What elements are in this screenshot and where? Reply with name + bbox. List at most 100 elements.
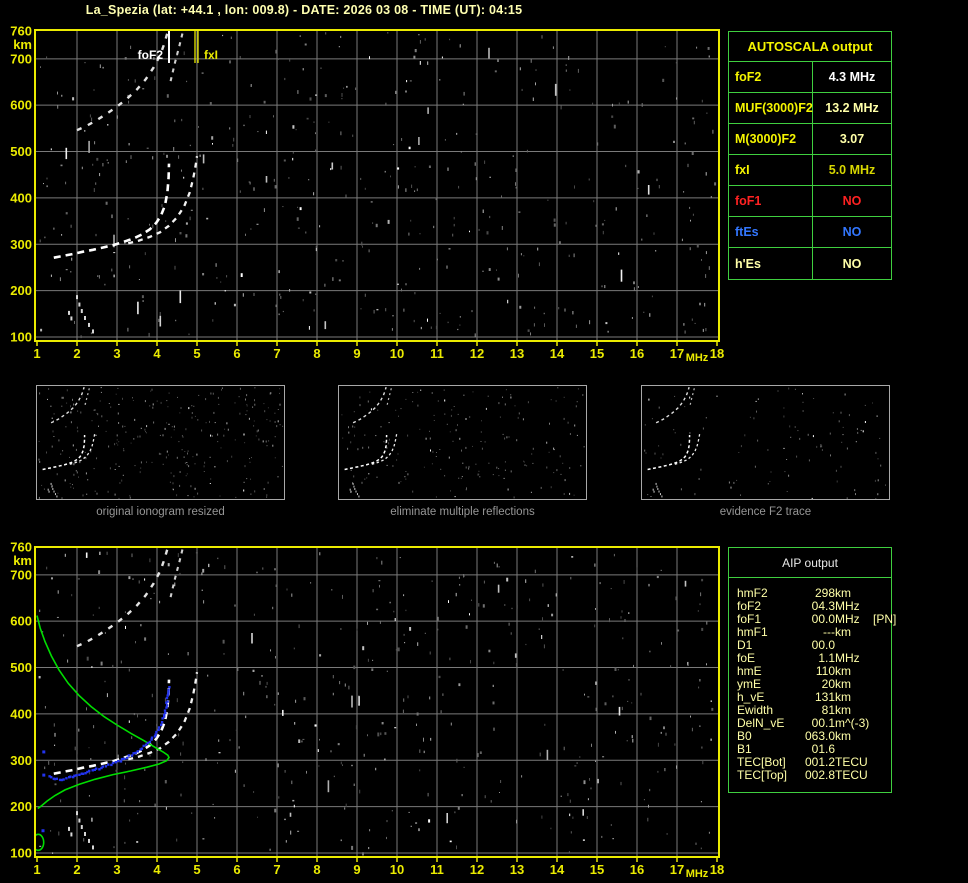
svg-text:400: 400 [10, 706, 32, 721]
aip-row-unit: km [835, 703, 851, 717]
aip-row-yme: ymE 20 km [737, 678, 891, 691]
autoscala-row-m-3000-f2: M(3000)F2 3.07 [729, 124, 891, 155]
aip-row-label: DelN_vE [737, 716, 785, 730]
aip-row-value: 01.6 [811, 742, 835, 756]
autoscala-table-rows: foF2 4.3 MHz MUF(3000)F2 13.2 MHz M(3000)F2 3… [729, 62, 891, 279]
autoscala-row-label: foF2 [729, 62, 813, 92]
svg-text:3: 3 [113, 346, 120, 361]
svg-text:15: 15 [590, 346, 604, 361]
svg-text:400: 400 [10, 190, 32, 205]
aip-output-table: AIP output hmF2 298 km foF2 04.3 MHz foF1 00.0 M… [728, 547, 896, 793]
svg-text:foF2: foF2 [138, 48, 164, 62]
aip-row-tec-top-: TEC[Top] 002.8 TECU [737, 769, 891, 782]
svg-text:14: 14 [550, 862, 565, 877]
svg-text:200: 200 [10, 283, 32, 298]
aip-row-note [873, 704, 891, 717]
svg-text:300: 300 [10, 237, 32, 252]
svg-text:7: 7 [273, 346, 280, 361]
aip-row-label: TEC[Top] [737, 768, 788, 782]
aip-row-deln-ve: DelN_vE 00.1 m^(-3) [737, 717, 891, 730]
autoscala-row-fof1: foF1 NO [729, 186, 891, 217]
aip-row-value: 298 [814, 586, 835, 600]
svg-text:500: 500 [10, 660, 32, 675]
aip-row-note [873, 626, 891, 639]
autoscala-row-fof2: foF2 4.3 MHz [729, 62, 891, 93]
thumbnail-caption-original: original ionogram resized [96, 506, 225, 518]
aip-row-unit: km [835, 677, 851, 691]
aip-row-value: 001.2 [804, 755, 835, 769]
aip-row-hmf2: hmF2 298 km [737, 587, 891, 600]
svg-text:9: 9 [353, 346, 360, 361]
svg-text:11: 11 [430, 862, 444, 877]
bottom-ionogram-plot-with-profile: 1 2 3 4 5 6 7 8 9 10 11 12 13 14 15 16 17 18MHz7607006005… [10, 540, 724, 880]
aip-table-header: AIP output [729, 548, 891, 578]
svg-text:13: 13 [510, 346, 524, 361]
aip-row-unit: MHz [835, 599, 860, 613]
autoscala-row-value: NO [842, 225, 862, 239]
svg-text:18: 18 [710, 862, 724, 877]
aip-table-rows: hmF2 298 km foF2 04.3 MHz foF1 00.0 MHz [PN] hmF1-… [729, 578, 896, 782]
svg-text:12: 12 [470, 862, 484, 877]
svg-text:18: 18 [710, 346, 724, 361]
aip-row-value: 81 [821, 703, 835, 717]
aip-row-note: [PN] [873, 612, 897, 626]
aip-row-label: hmE [737, 664, 762, 678]
autoscala-row-value: 4.3 MHz [828, 70, 876, 84]
autoscala-row-label: fxI [729, 155, 813, 185]
svg-text:10: 10 [390, 862, 404, 877]
autoscala-row-fxi: fxI 5.0 MHz [729, 155, 891, 186]
aip-row-value: 00.1 [811, 716, 835, 730]
svg-text:700: 700 [10, 567, 32, 582]
svg-text:4: 4 [153, 862, 161, 877]
autoscala-row-value: NO [842, 256, 862, 271]
aip-row-fof1: foF1 00.0 MHz [PN] [737, 612, 896, 626]
aip-row-unit: MHz [835, 612, 860, 626]
aip-row-hme: hmE 110 km [737, 665, 891, 678]
aip-row-b1: B1 01.6 [737, 743, 891, 756]
autoscala-row-label: foF1 [729, 186, 813, 216]
thumbnail-caption-eliminate: eliminate multiple reflections [390, 506, 535, 518]
aip-row-label: B0 [737, 729, 752, 743]
autoscala-row-value: 5.0 MHz [828, 163, 876, 177]
autoscala-row-label: M(3000)F2 [729, 124, 813, 154]
aip-row-label: foE [737, 651, 756, 665]
aip-row-label: D1 [737, 638, 753, 652]
autoscala-output-table: AUTOSCALA output foF2 4.3 MHz MUF(3000)F2 1… [728, 31, 892, 280]
aip-row-unit: MHz [835, 651, 860, 665]
svg-text:1: 1 [33, 862, 40, 877]
svg-text:11: 11 [430, 346, 444, 361]
aip-row-note [873, 587, 891, 600]
aip-row-label: h_vE [737, 690, 765, 704]
autoscala-row-label: h'Es [729, 248, 813, 279]
aip-row-value: 04.3 [811, 599, 835, 613]
aip-row-value: 1.1 [818, 651, 835, 665]
aip-row-unit: TECU [835, 768, 868, 782]
svg-text:300: 300 [10, 753, 32, 768]
autoscala-row-label: ftEs [729, 217, 813, 247]
svg-text:200: 200 [10, 799, 32, 814]
svg-text:5: 5 [193, 862, 200, 877]
aip-row-note [873, 691, 891, 704]
aip-row-note [873, 743, 891, 756]
svg-text:16: 16 [630, 346, 644, 361]
svg-text:10: 10 [390, 346, 404, 361]
svg-text:760: 760 [10, 23, 32, 38]
svg-text:3: 3 [113, 862, 120, 877]
svg-text:17: 17 [670, 862, 684, 877]
svg-text:8: 8 [313, 346, 320, 361]
svg-text:5: 5 [193, 346, 200, 361]
svg-text:fxI: fxI [204, 48, 218, 62]
svg-text:7: 7 [273, 862, 280, 877]
aip-row-unit: km [835, 586, 851, 600]
aip-row-value: 110 [815, 664, 835, 678]
thumbnail-evidence-f2-trace [641, 385, 890, 500]
svg-text:14: 14 [550, 346, 565, 361]
aip-row-note [873, 769, 891, 782]
aip-row-note [873, 652, 891, 665]
aip-row-note [873, 639, 891, 652]
autoscala-row-value: 3.07 [839, 132, 865, 146]
svg-text:600: 600 [10, 98, 32, 113]
aip-row-unit: km [835, 664, 851, 678]
